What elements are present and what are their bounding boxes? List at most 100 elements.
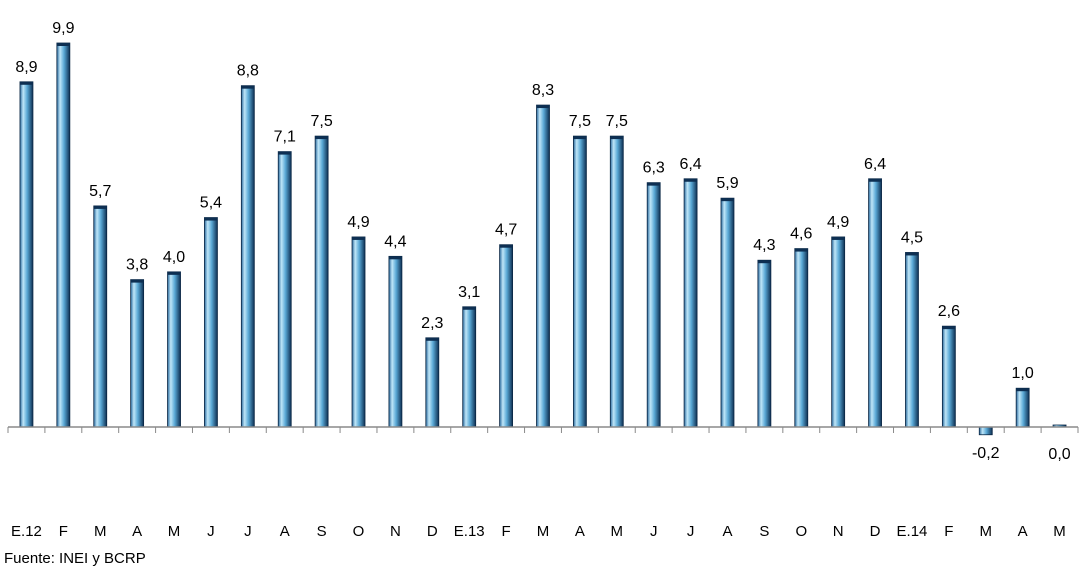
bar <box>19 81 34 428</box>
bar-cap <box>499 244 513 248</box>
bar <box>536 104 550 428</box>
category-label: M <box>980 523 993 540</box>
value-label: 7,1 <box>274 129 296 146</box>
bar-cap <box>536 105 550 109</box>
value-label: 2,6 <box>938 303 960 320</box>
bar <box>572 135 587 428</box>
bar-cap <box>241 85 255 89</box>
category-label: O <box>795 523 807 540</box>
category-label: E.14 <box>897 523 928 540</box>
bar-cap <box>462 306 476 310</box>
value-label: 6,3 <box>643 160 665 177</box>
category-label: M <box>537 523 550 540</box>
bar <box>831 236 846 428</box>
bar-cap <box>278 151 292 155</box>
bar <box>905 252 919 428</box>
value-label: 1,0 <box>1012 365 1034 382</box>
value-label: 8,9 <box>15 59 37 76</box>
value-label: 8,3 <box>532 82 554 99</box>
category-label: F <box>944 523 953 540</box>
category-label: D <box>870 523 881 540</box>
axis-ticks-layer <box>7 427 1079 433</box>
category-label: O <box>353 523 365 540</box>
bar <box>351 236 366 428</box>
bar-cap <box>56 43 70 46</box>
category-label: J <box>687 523 695 540</box>
bar-cap <box>647 182 661 186</box>
bar <box>240 85 255 428</box>
bar-cap <box>757 260 771 264</box>
value-label: 6,4 <box>864 156 886 173</box>
category-label: N <box>390 523 401 540</box>
category-labels-layer: E.12 F M A M J J A S O N D E.13 F M A M J J A S O N D E.14 F M A M <box>11 523 1066 540</box>
value-label: 7,5 <box>606 113 628 130</box>
bar-cap <box>684 178 698 182</box>
bar <box>277 151 292 428</box>
value-label: 8,8 <box>237 63 259 80</box>
value-label: 9,9 <box>52 20 74 37</box>
value-label: 2,3 <box>421 315 443 332</box>
bar-cap <box>942 326 956 330</box>
bar-cap <box>573 136 587 140</box>
bar-cap <box>1016 388 1030 392</box>
bar-cap <box>315 136 329 140</box>
value-label: 3,1 <box>458 284 480 301</box>
bar <box>794 248 809 428</box>
bar <box>609 135 624 428</box>
bar <box>130 279 145 428</box>
value-label: 4,5 <box>901 229 923 246</box>
bar <box>462 306 477 428</box>
bar-cap <box>388 256 402 260</box>
value-label: 5,4 <box>200 195 222 212</box>
bar-cap <box>204 217 218 221</box>
bar-cap <box>19 81 33 85</box>
bar-cap <box>93 205 107 209</box>
bar <box>314 135 329 428</box>
bar <box>683 178 698 428</box>
bar <box>167 271 181 428</box>
value-label: 7,5 <box>310 113 332 130</box>
bar <box>204 217 218 428</box>
bar-cap <box>831 236 845 240</box>
category-label: E.13 <box>454 523 485 540</box>
bar <box>388 255 403 428</box>
category-label: A <box>280 523 290 540</box>
bar <box>720 197 735 428</box>
bar <box>1015 387 1030 428</box>
bar-cap <box>167 271 181 275</box>
bar-cap <box>130 279 144 283</box>
value-label: 4,3 <box>753 237 775 254</box>
bar-cap <box>720 198 734 202</box>
bar <box>425 337 440 428</box>
category-label: A <box>1018 523 1028 540</box>
category-label: J <box>207 523 215 540</box>
category-label: J <box>244 523 252 540</box>
value-label: 4,6 <box>790 226 812 243</box>
category-label: M <box>1053 523 1066 540</box>
bar-cap <box>868 178 882 182</box>
value-label: -0,2 <box>972 445 1000 462</box>
bar-cap <box>425 337 439 341</box>
value-label: 0,0 <box>1048 446 1070 463</box>
value-labels-layer: 8,9 9,9 5,7 3,8 4,0 5,4 8,8 7,1 7,5 4,9 4,4 2,3 3,1 4… <box>15 20 1070 463</box>
value-label: 5,7 <box>89 183 111 200</box>
source-note: Fuente: INEI y BCRP <box>4 550 146 567</box>
value-label: 3,8 <box>126 257 148 274</box>
category-label: M <box>168 523 181 540</box>
value-label: 5,9 <box>716 175 738 192</box>
bar <box>56 42 71 428</box>
category-label: A <box>722 523 732 540</box>
bar-cap <box>794 248 808 252</box>
category-label: A <box>575 523 585 540</box>
bar <box>757 259 772 428</box>
value-label: 6,4 <box>679 156 701 173</box>
value-label: 4,9 <box>827 214 849 231</box>
category-label: F <box>59 523 68 540</box>
value-label: 4,4 <box>384 233 406 250</box>
bar-cap <box>610 136 624 140</box>
bar <box>499 244 514 428</box>
category-label: J <box>650 523 658 540</box>
value-label: 4,7 <box>495 222 517 239</box>
